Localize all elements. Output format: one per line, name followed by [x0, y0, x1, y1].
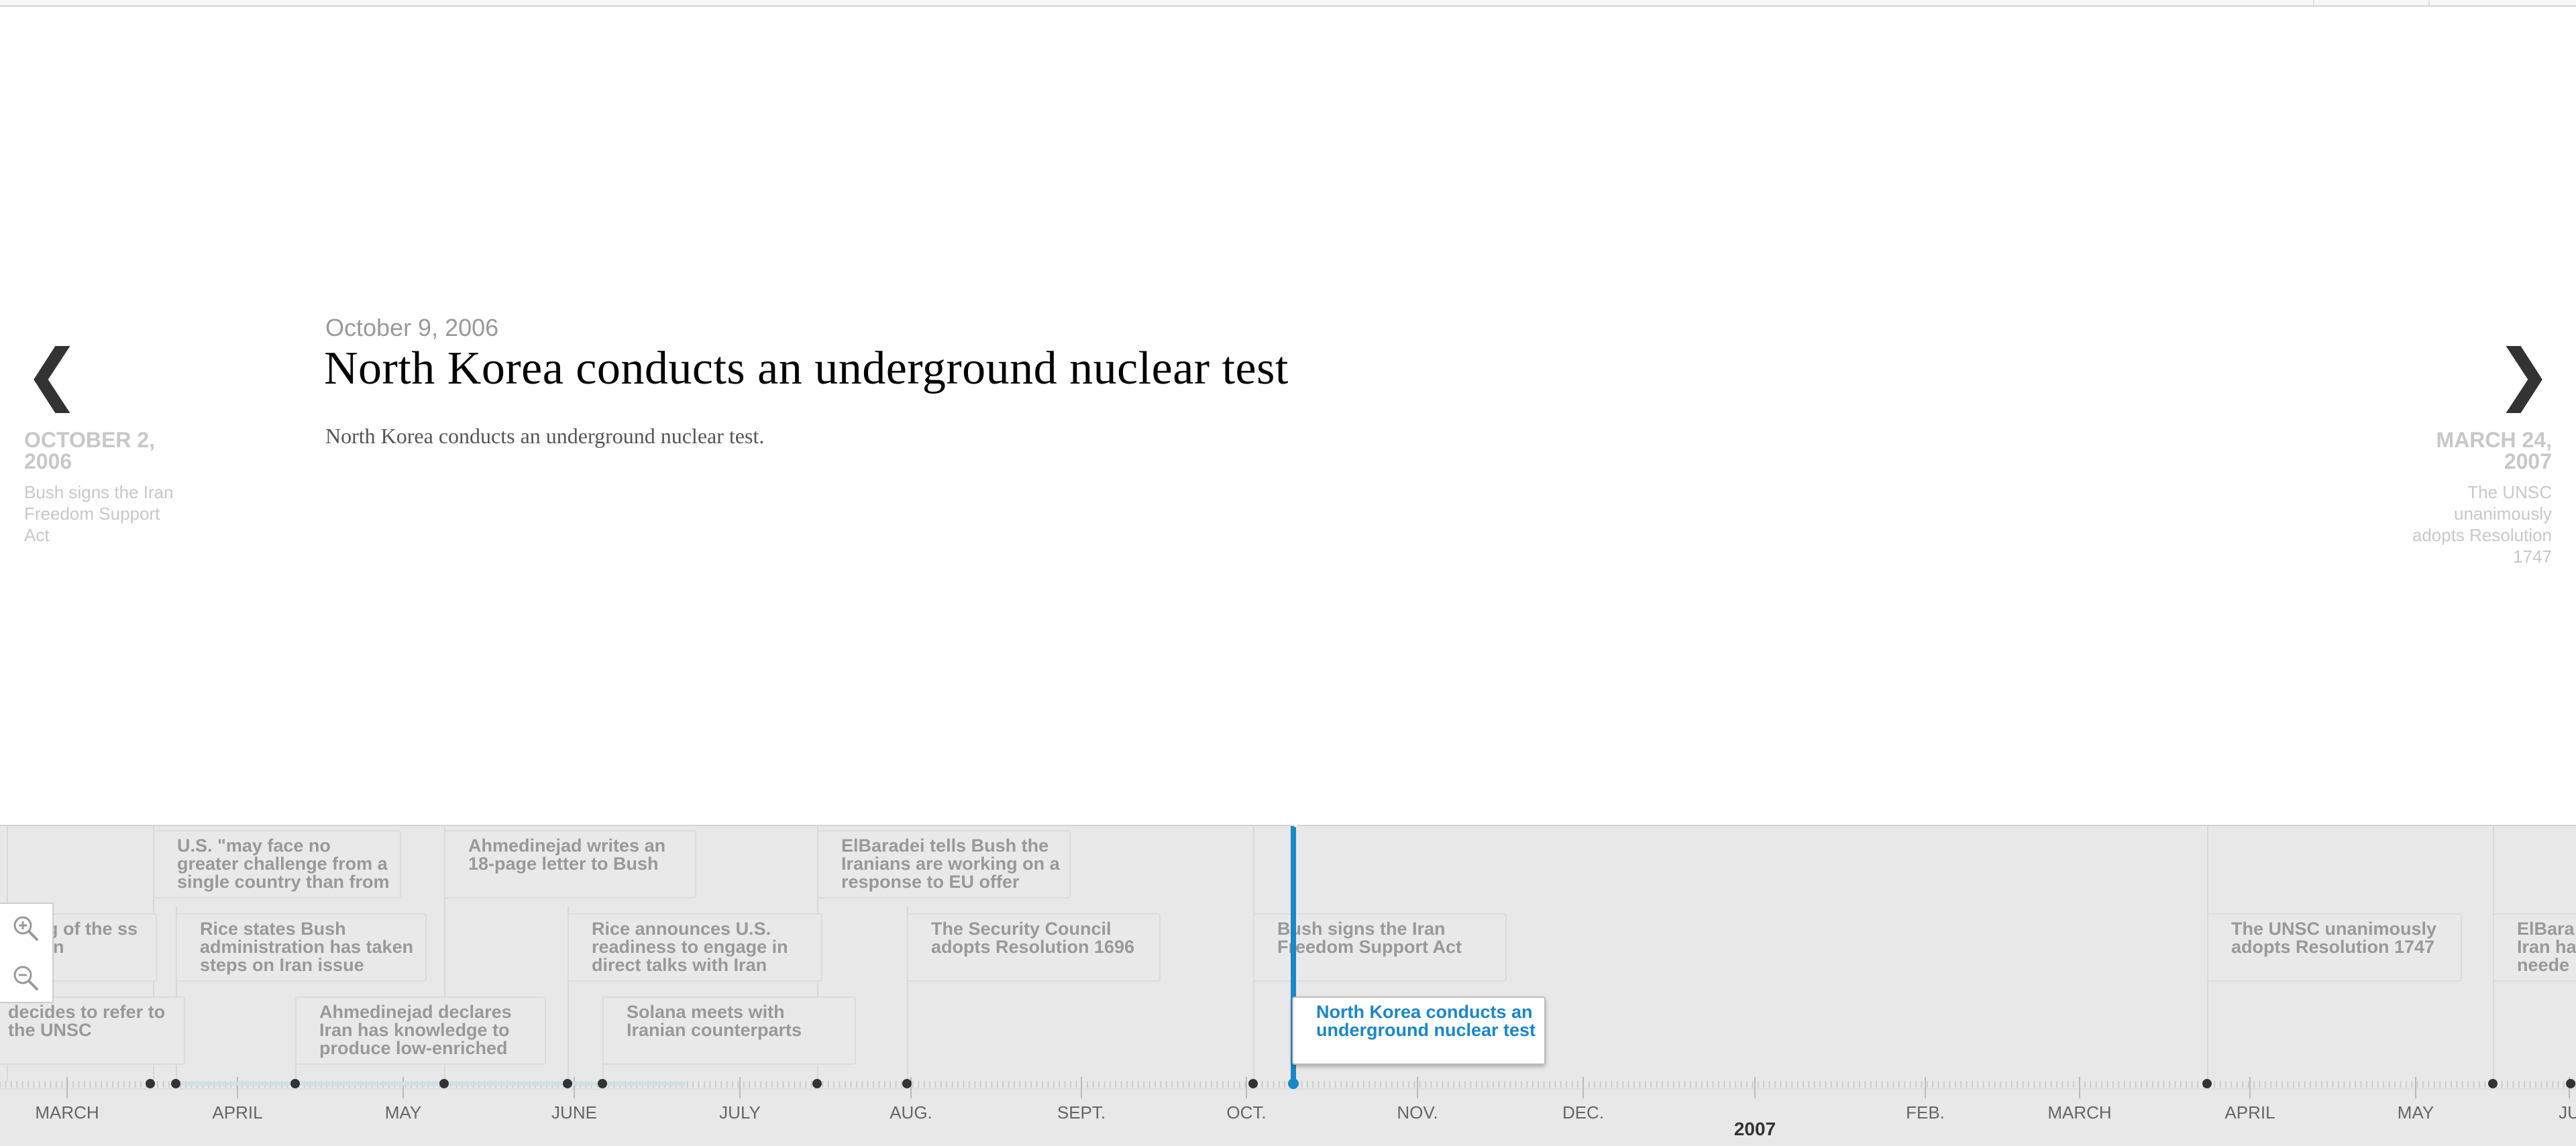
month-label: JULY	[719, 1102, 761, 1123]
timeline-marker[interactable]: The UNSC unanimously adopts Resolution 1…	[2207, 913, 2462, 982]
month-label: OCT.	[1226, 1102, 1267, 1123]
marker-line	[907, 907, 908, 1081]
month-label: AUG.	[890, 1102, 932, 1123]
chevron-left-icon[interactable]: ❮	[24, 335, 80, 413]
slide-headline: North Korea conducts an underground nucl…	[324, 343, 1289, 394]
active-marker-line	[1291, 826, 1296, 1082]
timeline-marker[interactable]: Ahmedinejad writes an 18-page letter to …	[444, 830, 696, 899]
month-label: NOV.	[1397, 1102, 1438, 1123]
axis-marker-dot[interactable]	[902, 1079, 912, 1088]
top-bar-divider	[2428, 0, 2430, 5]
timenav[interactable]: U.S. "may face no greater challenge from…	[0, 825, 2576, 1146]
navbar-pointer	[1286, 817, 1305, 827]
axis-marker-dot[interactable]	[598, 1079, 607, 1088]
month-label: FEB.	[1906, 1102, 1945, 1123]
marker-line	[444, 826, 445, 1081]
month-label: MARCH	[2047, 1102, 2112, 1123]
month-label: APRIL	[212, 1102, 263, 1123]
month-label: MAY	[2397, 1102, 2434, 1123]
timeline-marker[interactable]: ElBaradei tells Bush the Iranians are wo…	[817, 830, 1071, 899]
axis-markers	[146, 1078, 2575, 1089]
axis-marker-dot[interactable]	[439, 1079, 449, 1088]
top-bar-divider	[2313, 0, 2314, 5]
nav-next-date: MARCH 24, 2007	[2436, 428, 2552, 473]
zoom-out-icon[interactable]	[11, 963, 40, 992]
nav-next-title: The UNSC unanimously adopts Resolution 1…	[2412, 482, 2552, 567]
top-bar	[0, 0, 2576, 7]
zoom-controls	[0, 903, 54, 1003]
slider	[0, 7, 2576, 825]
month-label: SEPT.	[1057, 1102, 1106, 1123]
axis-marker-dot[interactable]	[146, 1079, 155, 1088]
timeline-marker[interactable]: ElBara Iran ha neede	[2493, 913, 2576, 982]
axis-ticks	[0, 1077, 2576, 1098]
axis-marker-dot[interactable]	[812, 1079, 822, 1088]
month-label: MAY	[384, 1102, 422, 1123]
marker-line	[568, 907, 569, 1081]
chevron-right-icon[interactable]: ❯	[2496, 335, 2552, 413]
month-label: JUNE	[551, 1102, 597, 1123]
axis-marker-dot[interactable]	[2488, 1079, 2498, 1088]
timeline-marker[interactable]: U.S. "may face no greater challenge from…	[153, 830, 401, 899]
month-label: DEC.	[1562, 1102, 1605, 1123]
marker-line	[176, 907, 177, 1081]
axis-marker-dot[interactable]	[563, 1079, 572, 1088]
nav-previous-date: OCTOBER 2, 2006	[24, 428, 155, 473]
timeline-marker[interactable]: Solana meets with Iranian counterparts	[602, 996, 856, 1065]
nav-previous-title: Bush signs the Iran Freedom Support Act	[24, 482, 174, 545]
timeline-marker[interactable]: Rice states Bush administration has take…	[176, 913, 427, 982]
slide-text: North Korea conducts an underground nucl…	[325, 424, 765, 448]
axis-marker-dot[interactable]	[290, 1079, 300, 1088]
nav-previous[interactable]: ❮ OCTOBER 2, 2006 Bush signs the Iran Fr…	[24, 335, 199, 546]
axis-marker-dot[interactable]	[1248, 1079, 1258, 1088]
timeline-marker[interactable]: decides to refer to the UNSC	[0, 996, 185, 1065]
month-label: MARCH	[35, 1102, 99, 1123]
era-band	[176, 1082, 686, 1086]
timeline-marker[interactable]: The Security Council adopts Resolution 1…	[907, 913, 1161, 982]
axis-marker-dot[interactable]	[2566, 1079, 2575, 1088]
time-axis	[0, 1077, 2576, 1098]
timeline-marker[interactable]: Rice announces U.S. readiness to engage …	[568, 913, 822, 982]
month-label: JU	[2559, 1102, 2576, 1123]
timeline-marker[interactable]: Ahmedinejad declares Iran has knowledge …	[295, 996, 546, 1065]
zoom-in-icon[interactable]	[11, 913, 40, 943]
nav-next[interactable]: ❯ MARCH 24, 2007 The UNSC unanimously ad…	[2377, 335, 2552, 567]
month-label: APRIL	[2224, 1102, 2275, 1123]
axis-marker-dot[interactable]	[171, 1079, 180, 1088]
era-highlight	[176, 1082, 686, 1086]
slide-date: October 9, 2006	[325, 314, 499, 341]
year-label: 2007	[1733, 1119, 1776, 1139]
axis-marker-dot[interactable]	[2202, 1079, 2212, 1088]
timeline-marker-active[interactable]: North Korea conducts an underground nucl…	[1292, 996, 1546, 1065]
